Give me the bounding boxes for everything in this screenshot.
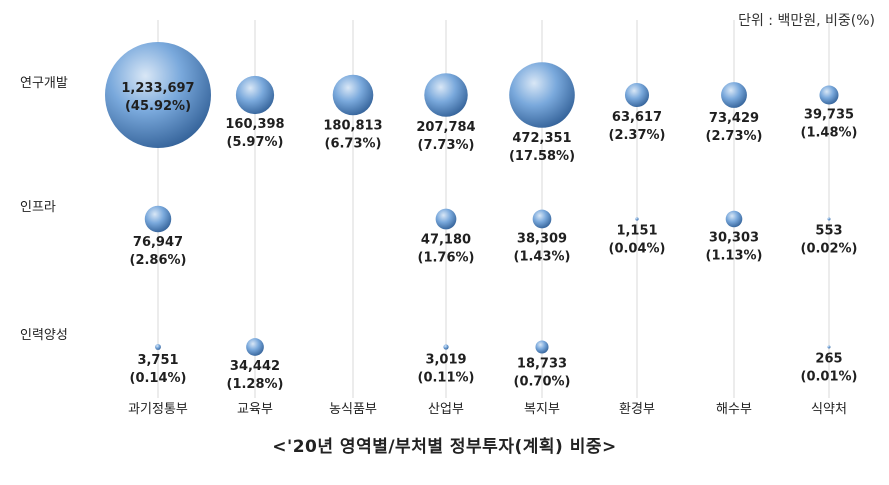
column-label: 과기정통부 [128,402,188,417]
value-label: 38,309 [517,231,567,246]
unit-note: 단위 : 백만원, 비중(%) [738,13,875,29]
column-label: 농식품부 [329,402,377,417]
share-label: (0.11%) [418,371,475,386]
value-label: 1,233,697 [121,81,194,96]
share-label: (0.02%) [801,242,858,257]
bubble [144,205,172,233]
bubble [827,217,831,221]
value-label: 3,751 [137,353,178,368]
value-label: 1,151 [616,224,657,239]
value-label: 73,429 [709,111,759,126]
value-label: 180,813 [323,118,382,133]
value-label: 63,617 [612,110,662,125]
share-label: (17.58%) [509,149,575,164]
bubble [332,74,374,116]
bubble [721,82,747,108]
share-label: (0.70%) [514,375,571,390]
row-label: 연구개발 [20,76,68,91]
share-label: (2.73%) [706,129,763,144]
share-label: (1.28%) [227,377,284,392]
value-label: 472,351 [512,131,571,146]
row-label: 인력양성 [20,328,68,343]
share-label: (1.13%) [706,248,763,263]
share-label: (0.04%) [609,242,666,257]
bubble [535,340,549,354]
row-label: 인프라 [20,200,56,215]
value-label: 76,947 [133,235,183,250]
value-label: 553 [815,224,842,239]
column-label: 교육부 [237,402,273,417]
bubble [155,344,161,350]
value-label: 207,784 [416,120,475,135]
bubble [827,345,831,349]
bubble-layer [105,42,839,356]
bubble [105,42,211,148]
share-label: (1.76%) [418,250,475,265]
label-layer: 1,233,697 (45.92%) 160,398 (5.97%) 180,813 (6… [121,81,857,392]
bubble [509,62,575,128]
share-label: (7.73%) [418,138,475,153]
bubble [725,210,743,228]
column-label: 해수부 [716,402,752,417]
share-label: (1.48%) [801,126,858,141]
column-label: 복지부 [524,402,560,417]
share-label: (45.92%) [125,99,191,114]
bubble [246,338,264,356]
value-label: 30,303 [709,230,759,245]
share-label: (0.14%) [130,371,187,386]
value-label: 160,398 [225,117,284,132]
value-label: 34,442 [230,359,280,374]
bubble [819,85,839,105]
bubble [624,82,650,108]
value-label: 39,735 [804,108,854,123]
share-label: (2.86%) [130,253,187,268]
share-label: (0.01%) [801,370,858,385]
share-label: (1.43%) [514,249,571,264]
share-label: (5.97%) [227,135,284,150]
column-label: 환경부 [619,402,655,417]
value-label: 3,019 [425,353,466,368]
value-label: 47,180 [421,232,471,247]
bubble [443,344,449,350]
bubble [532,209,552,229]
column-label: 식약처 [811,402,847,417]
share-label: (2.37%) [609,128,666,143]
value-label: 18,733 [517,357,567,372]
bubble [435,208,457,230]
chart-caption: <'20년 영역별/부처별 정부투자(계획) 비중> [272,437,617,457]
value-label: 265 [815,352,842,367]
column-label: 산업부 [428,402,464,417]
share-label: (6.73%) [325,136,382,151]
bubble [635,217,639,221]
bubble [235,75,275,115]
bubble [424,73,468,117]
